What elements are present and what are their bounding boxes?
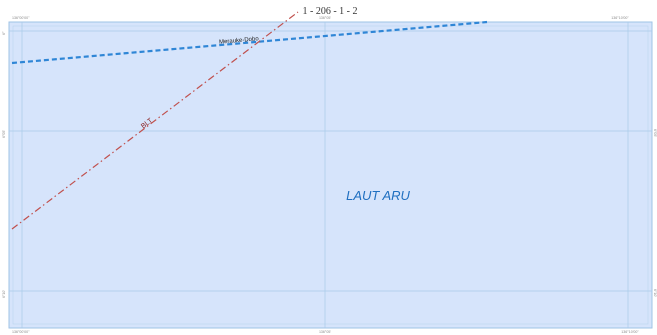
coord-label-bottom-left: 136°00'00": [12, 330, 30, 334]
coord-label-left-top: 6°: [2, 31, 6, 35]
coord-label-right-bottom: 6°10': [653, 289, 657, 297]
sea-area: [8, 21, 653, 329]
ferry-route-label: Merauke-Dobo: [219, 36, 260, 45]
coord-label-bottom-right: 136°10'00": [621, 330, 639, 334]
coord-label-bottom-mid: 136°05': [319, 330, 331, 334]
sheet-id: 1 - 206 - 1 - 2: [303, 6, 358, 17]
coord-label-top-mid: 136°05': [319, 16, 331, 20]
coord-label-top-right: 136°10'00": [611, 16, 629, 20]
coord-label-left-mid: 6°05': [2, 130, 6, 138]
coord-label-right-mid: 6°05': [653, 129, 657, 137]
coord-label-top-left: 136°00'00": [12, 16, 30, 20]
sea-name-label: LAUT ARU: [346, 188, 410, 203]
inner-neatline: [12, 25, 649, 325]
coord-label-left-bottom: 6°10': [2, 290, 6, 298]
boundary-line: [11, 11, 299, 230]
